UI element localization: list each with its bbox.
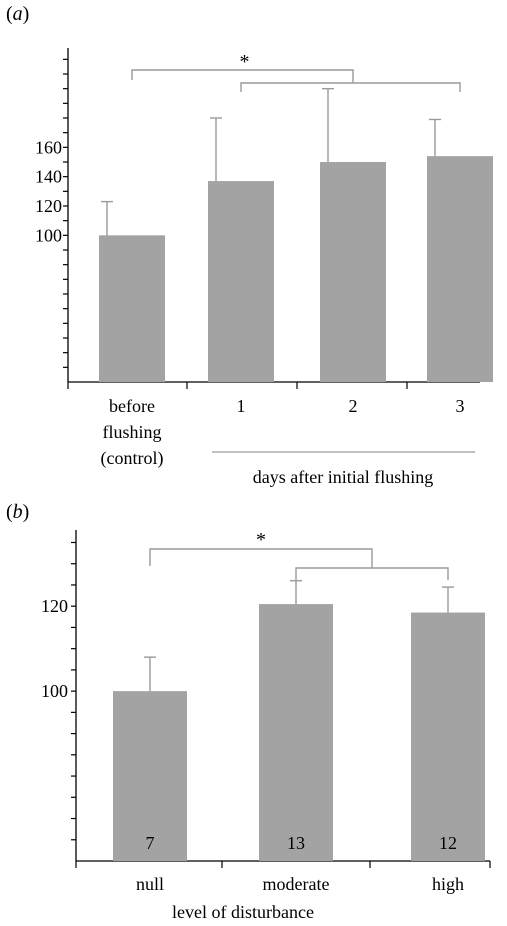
- panel-a-bar: [208, 181, 274, 382]
- panel-b-y-tick-label: 120: [41, 596, 68, 616]
- panel-b-chart: (b) 100 120 7 13 12 * null moderate high leve…: [6, 501, 491, 922]
- panel-b-label-letter: b: [13, 501, 23, 523]
- panel-b-error-bars: [144, 580, 454, 692]
- panel-b-group-bracket: [295, 567, 449, 580]
- panel-b-sample-sizes: 7 13 12: [146, 833, 458, 853]
- panel-a-significance-star: *: [240, 51, 250, 73]
- panel-b-significance-star: *: [256, 529, 266, 551]
- panel-b-category-label: null: [136, 874, 164, 894]
- panel-b-bracket: [149, 548, 373, 568]
- panel-a-bracket: [131, 69, 354, 83]
- panel-a-y-tick-label: 120: [35, 196, 62, 216]
- panel-a-category-label: flushing: [102, 422, 161, 442]
- panel-a-category-label: 3: [456, 396, 465, 416]
- panel-b-label: (b): [6, 501, 29, 523]
- panel-a-category-label: 2: [349, 396, 358, 416]
- panel-b-significance: *: [149, 529, 449, 580]
- panel-a-label: (a): [6, 3, 29, 25]
- panel-b-category-label: moderate: [263, 874, 330, 894]
- panel-a-bar: [320, 162, 386, 382]
- panel-b-category-label: high: [432, 874, 464, 894]
- panel-a-bars: [99, 156, 493, 382]
- panel-b-x-axis-title: level of disturbance: [172, 902, 314, 922]
- panel-b-sample-size: 7: [146, 833, 155, 853]
- panel-a-bar: [427, 156, 493, 382]
- panel-a-category-label: 1: [237, 396, 246, 416]
- panel-a-category-label: before: [109, 396, 155, 416]
- panel-b-y-tick-label: 100: [41, 681, 68, 701]
- panel-a-group-bracket: [240, 82, 461, 92]
- panel-a-significance: *: [131, 51, 461, 92]
- panel-b-bars: [113, 604, 485, 861]
- panel-b-category-labels: null moderate high: [136, 874, 464, 894]
- panel-a-chart: (a) 100 120 140 160 * before flushing (contro…: [6, 3, 493, 487]
- panel-a-label-letter: a: [13, 3, 23, 25]
- panel-b-bar: [259, 604, 333, 861]
- panel-b-sample-size: 13: [287, 833, 305, 853]
- panel-a-error-bars: [101, 87, 441, 236]
- panel-a-y-tick-label: 100: [35, 225, 62, 245]
- panel-a-bar: [99, 235, 165, 382]
- panel-a-y-tick-label: 140: [35, 167, 62, 187]
- panel-b-sample-size: 12: [439, 833, 457, 853]
- panel-a-y-tick-label: 160: [35, 137, 62, 157]
- panel-b-bar: [113, 691, 187, 861]
- panel-a-category-labels: before flushing (control) 1 2 3: [101, 396, 475, 469]
- panel-b-bar: [411, 612, 485, 861]
- panel-a-category-label: (control): [101, 448, 164, 469]
- panel-a-group-label: days after initial flushing: [253, 467, 433, 487]
